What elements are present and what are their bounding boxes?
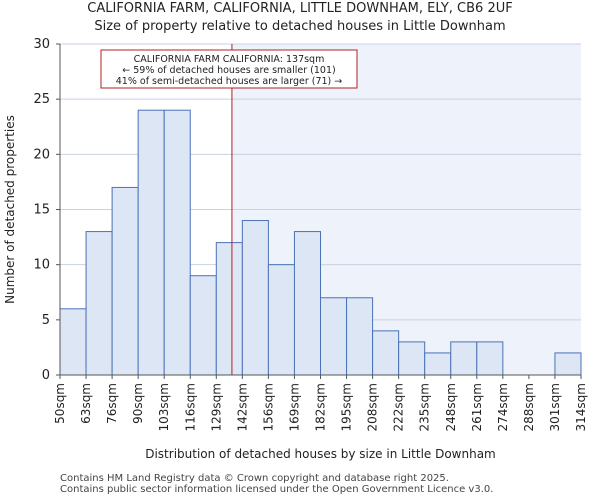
y-tick-label-1: 5 — [42, 313, 50, 328]
y-tick-label-3: 15 — [33, 203, 50, 218]
footer-copyright: Contains HM Land Registry data © Crown c… — [60, 473, 449, 484]
x-tick-label-314sqm: 314sqm — [574, 383, 588, 431]
x-tick-label-169sqm: 169sqm — [287, 383, 301, 431]
x-axis-label: Distribution of detached houses by size … — [145, 447, 496, 461]
chart-title-line2: Size of property relative to detached ho… — [94, 19, 506, 34]
x-tick-label-235sqm: 235sqm — [418, 383, 432, 431]
x-tick-label-248sqm: 248sqm — [444, 383, 458, 431]
x-tick-label-301sqm: 301sqm — [548, 383, 562, 431]
chart-title-line1: CALIFORNIA FARM, CALIFORNIA, LITTLE DOWN… — [87, 1, 513, 16]
y-tick-label-4: 20 — [33, 147, 50, 162]
x-tick-label-222sqm: 222sqm — [392, 383, 406, 431]
bar-129sqm — [215, 242, 243, 376]
annotation-line-1: CALIFORNIA FARM CALIFORNIA: 137sqm — [134, 54, 325, 65]
bar-222sqm — [398, 341, 426, 376]
bar-195sqm — [346, 297, 374, 376]
bar-103sqm — [163, 109, 191, 376]
bar-301sqm — [554, 352, 582, 376]
bar-116sqm — [189, 275, 217, 376]
x-tick-label-182sqm: 182sqm — [314, 383, 328, 431]
y-axis-label: Number of detached properties — [3, 115, 17, 304]
bar-248sqm — [450, 341, 478, 376]
bar-156sqm — [267, 264, 295, 376]
x-tick-label-288sqm: 288sqm — [522, 383, 536, 431]
x-tick-label-261sqm: 261sqm — [470, 383, 484, 431]
y-tick-label-2: 10 — [33, 258, 50, 273]
bar-169sqm — [293, 231, 322, 376]
bar-261sqm — [476, 341, 504, 376]
x-tick-label-63sqm: 63sqm — [79, 383, 93, 424]
x-tick-label-90sqm: 90sqm — [131, 383, 145, 424]
x-tick-label-208sqm: 208sqm — [366, 383, 380, 431]
x-tick-label-129sqm: 129sqm — [209, 383, 223, 431]
bar-142sqm — [241, 220, 269, 376]
x-tick-label-274sqm: 274sqm — [496, 383, 510, 431]
x-tick-label-50sqm: 50sqm — [53, 383, 67, 424]
annotation-box — [100, 49, 358, 89]
bar-63sqm — [85, 231, 113, 376]
x-tick-label-156sqm: 156sqm — [261, 383, 275, 431]
y-tick-label-6: 30 — [33, 37, 50, 52]
bar-235sqm — [424, 352, 452, 376]
y-tick-label-0: 0 — [42, 368, 50, 383]
y-tick-label-5: 25 — [33, 92, 50, 107]
x-tick-label-142sqm: 142sqm — [235, 383, 249, 431]
annotation-line-3: 41% of semi-detached houses are larger (… — [116, 76, 343, 87]
bar-90sqm — [137, 109, 165, 376]
bar-208sqm — [372, 330, 400, 376]
x-tick-label-195sqm: 195sqm — [340, 383, 354, 431]
x-tick-label-103sqm: 103sqm — [157, 383, 171, 431]
x-tick-label-76sqm: 76sqm — [105, 383, 119, 424]
x-tick-label-116sqm: 116sqm — [183, 383, 197, 431]
footer-licence: Contains public sector information licen… — [60, 484, 494, 495]
bar-76sqm — [111, 186, 139, 376]
bar-50sqm — [59, 308, 87, 376]
bar-182sqm — [320, 297, 348, 376]
annotation-line-2: ← 59% of detached houses are smaller (10… — [122, 65, 335, 76]
